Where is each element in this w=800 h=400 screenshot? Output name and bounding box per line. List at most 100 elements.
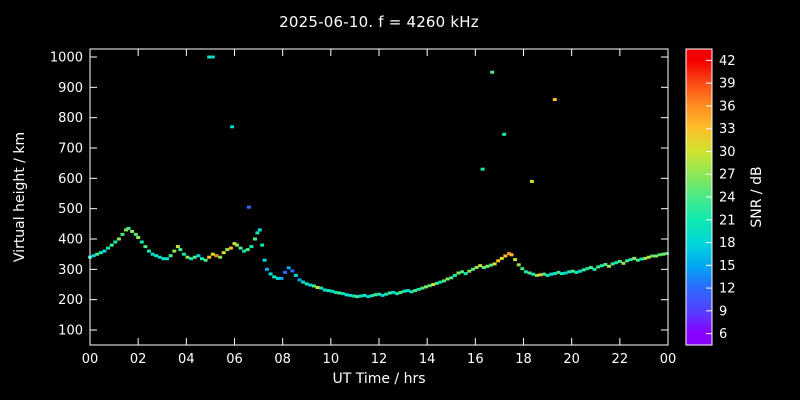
data-point [362, 293, 367, 297]
x-tick-label: 18 [515, 352, 532, 367]
data-point [531, 272, 536, 276]
data-point [384, 292, 389, 296]
data-point [391, 290, 396, 294]
data-point [523, 270, 528, 274]
data-point [398, 290, 403, 294]
data-point [489, 263, 493, 267]
data-point [242, 249, 247, 253]
data-point [228, 246, 233, 250]
data-point [207, 55, 212, 59]
data-point [527, 271, 532, 275]
data-point [293, 273, 298, 277]
data-point [344, 293, 349, 297]
data-point [154, 254, 159, 258]
data-point [272, 275, 277, 279]
x-tick-label: 22 [612, 352, 629, 367]
data-point [203, 258, 208, 262]
data-point [654, 254, 658, 258]
data-point [467, 269, 472, 273]
data-point [246, 205, 251, 209]
data-point [172, 249, 177, 253]
data-point [165, 257, 170, 261]
data-point [333, 290, 338, 294]
data-point [552, 272, 557, 276]
data-point [502, 132, 507, 136]
data-point [283, 270, 288, 274]
data-point [509, 253, 514, 257]
data-point [596, 265, 601, 269]
data-point [95, 252, 100, 256]
data-point [185, 255, 190, 259]
data-point [120, 232, 125, 236]
x-tick-label: 10 [323, 352, 340, 367]
data-point [230, 125, 235, 129]
data-point [628, 258, 633, 262]
y-tick-label: 800 [58, 111, 83, 126]
data-point [452, 273, 457, 277]
data-point [260, 243, 265, 247]
data-point [369, 294, 374, 298]
data-point [319, 286, 324, 290]
data-point [520, 267, 525, 271]
data-point [442, 279, 446, 283]
data-point [210, 252, 215, 256]
colorbar-tick-label: 18 [719, 236, 736, 251]
data-point [377, 292, 381, 296]
data-point [420, 286, 425, 290]
data-point [139, 240, 144, 244]
data-point [449, 276, 454, 280]
data-point [481, 266, 486, 269]
colorbar-tick-label: 30 [719, 145, 736, 160]
data-point [218, 255, 223, 259]
colorbar-tick-label: 33 [719, 122, 736, 137]
colorbar-tick-label: 27 [719, 168, 736, 183]
data-point [221, 251, 226, 255]
data-point [200, 257, 204, 261]
colorbar-tick-label: 9 [719, 304, 727, 319]
data-point [126, 226, 131, 230]
data-point [578, 269, 583, 273]
data-point [545, 273, 550, 277]
data-point [496, 259, 501, 263]
data-point [133, 232, 138, 236]
y-tick-label: 1000 [50, 51, 83, 66]
data-point [189, 257, 194, 261]
data-point [409, 290, 414, 294]
data-point [358, 294, 363, 298]
data-point [245, 248, 250, 252]
colorbar-tick-label: 12 [719, 282, 736, 297]
data-point [431, 283, 436, 286]
data-point [395, 292, 400, 296]
y-tick-label: 500 [58, 202, 83, 217]
data-point [207, 255, 212, 259]
data-point [556, 270, 561, 274]
data-point [599, 264, 604, 268]
data-point [480, 167, 485, 171]
data-point [534, 273, 539, 277]
data-point [614, 261, 619, 265]
data-point [542, 272, 546, 276]
y-tick-label: 200 [58, 293, 83, 308]
data-point [463, 272, 468, 276]
data-point [445, 277, 450, 281]
data-point [639, 257, 644, 261]
data-point [279, 276, 284, 280]
data-point [549, 272, 554, 276]
colorbar-tick-label: 21 [719, 213, 736, 228]
y-tick-label: 300 [58, 263, 83, 278]
data-point [98, 251, 103, 255]
data-point [538, 273, 543, 277]
x-axis-title: UT Time / hrs [332, 371, 426, 387]
data-point [470, 267, 475, 271]
data-point [116, 237, 121, 241]
data-point [560, 272, 564, 276]
chart-title: 2025-06-10. f = 4260 kHz [279, 13, 479, 31]
data-point [348, 293, 353, 297]
data-point [143, 245, 148, 249]
data-point [567, 270, 572, 274]
data-point [234, 243, 239, 247]
data-point [157, 255, 162, 259]
data-point [175, 245, 180, 249]
data-point [268, 272, 273, 276]
